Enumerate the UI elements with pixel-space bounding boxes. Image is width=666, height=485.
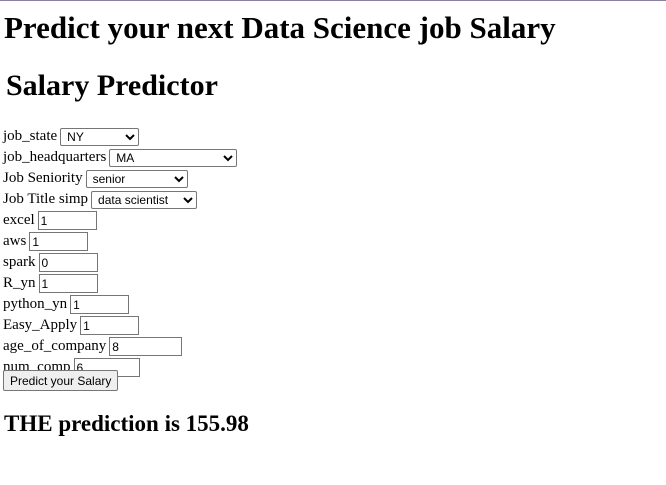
submit-row: Predict your Salary <box>3 370 119 391</box>
job-seniority-select[interactable]: senior <box>85 169 188 188</box>
r-yn-row: R_yn <box>3 273 237 294</box>
job-seniority-row: Job Seniority senior <box>3 168 237 189</box>
prediction-result: THE prediction is 155.98 <box>4 411 249 436</box>
easy-apply-label: Easy_Apply <box>3 317 78 333</box>
salary-form: job_state NY job_headquarters MA Job Sen… <box>3 126 238 378</box>
r-yn-input[interactable] <box>38 274 98 293</box>
job-state-row: job_state NY <box>3 126 237 147</box>
job-title-row: Job Title simp data scientist <box>3 189 237 210</box>
spark-label: spark <box>3 254 36 270</box>
easy-apply-row: Easy_Apply <box>3 315 237 336</box>
easy-apply-input[interactable] <box>80 316 140 335</box>
job-headquarters-row: job_headquarters MA <box>3 147 238 168</box>
r-yn-label: R_yn <box>3 275 36 291</box>
age-of-company-input[interactable] <box>109 337 183 356</box>
age-of-company-label: age_of_company <box>3 338 107 354</box>
excel-row: excel <box>3 210 237 231</box>
job-headquarters-select[interactable]: MA <box>109 148 238 167</box>
excel-label: excel <box>3 212 35 228</box>
aws-row: aws <box>3 231 237 252</box>
spark-row: spark <box>3 252 237 273</box>
job-title-select[interactable]: data scientist <box>91 190 198 209</box>
job-seniority-label: Job Seniority <box>3 170 83 186</box>
excel-input[interactable] <box>37 211 97 230</box>
python-yn-row: python_yn <box>3 294 237 315</box>
python-yn-label: python_yn <box>3 296 68 312</box>
job-headquarters-label: job_headquarters <box>3 149 107 165</box>
spark-input[interactable] <box>38 253 98 272</box>
job-state-select[interactable]: NY <box>60 127 140 146</box>
predict-salary-button[interactable]: Predict your Salary <box>3 370 119 391</box>
job-state-label: job_state <box>3 128 58 144</box>
aws-label: aws <box>3 233 27 249</box>
job-title-label: Job Title simp <box>3 191 89 207</box>
form-heading: Salary Predictor <box>6 69 218 102</box>
aws-input[interactable] <box>29 232 89 251</box>
age-of-company-row: age_of_company <box>3 336 237 357</box>
top-border <box>0 0 666 1</box>
page-title: Predict your next Data Science job Salar… <box>4 10 556 45</box>
python-yn-input[interactable] <box>70 295 130 314</box>
